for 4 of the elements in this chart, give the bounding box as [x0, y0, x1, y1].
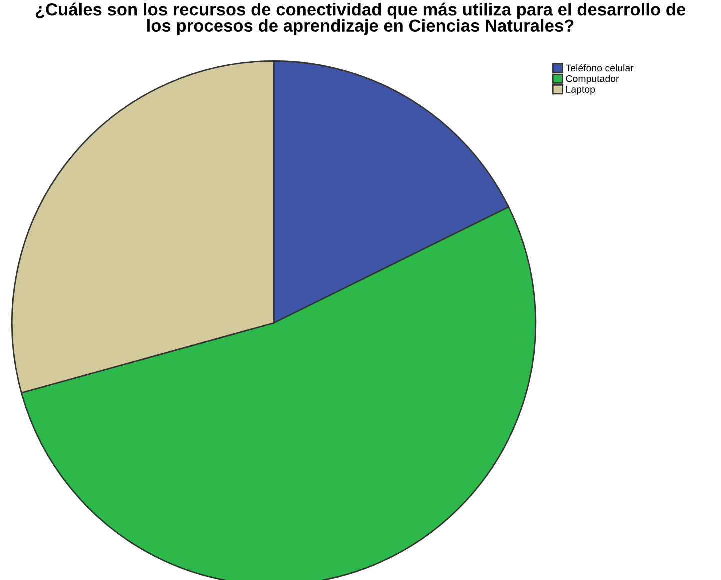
legend-label: Computador	[566, 75, 620, 84]
legend-label: Teléfono celular	[566, 64, 634, 72]
chart-title: ¿Cuáles son los recursos de conectividad que más utiliza para el desarrollo de los procesos de aprendizaje en Ciencias Naturales?	[36, 2, 686, 36]
legend-label: Laptop	[566, 86, 596, 95]
